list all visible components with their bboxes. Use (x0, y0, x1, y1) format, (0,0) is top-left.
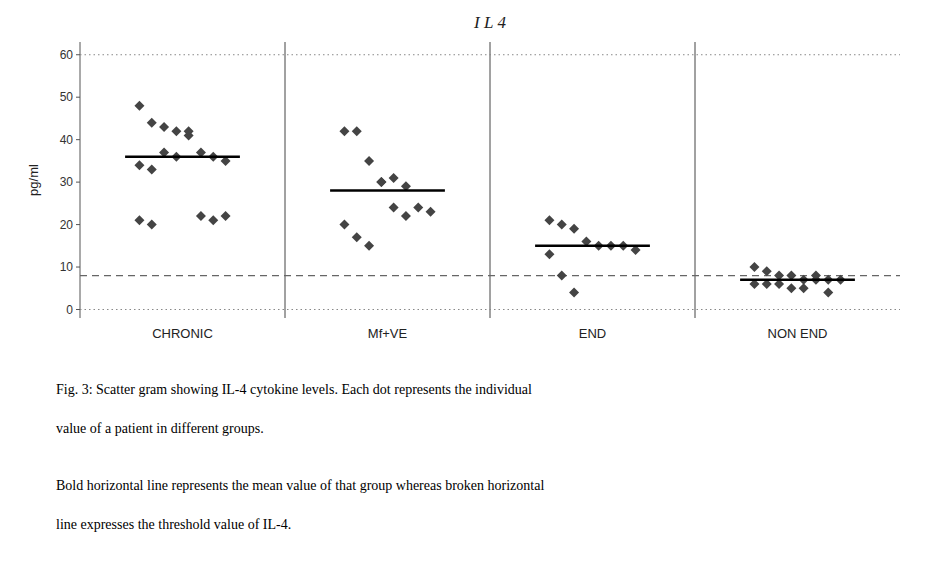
point (364, 241, 374, 251)
point (196, 211, 206, 221)
y-axis (80, 42, 81, 318)
point (557, 271, 567, 281)
point (376, 177, 386, 187)
y-tick-label: 40 (60, 133, 74, 147)
mean-line (740, 279, 855, 282)
point (339, 220, 349, 230)
point (147, 220, 157, 230)
chart: I L 4 0 10 20 30 40 50 60 pg/ml CHRONIC Mf+VE END NO… (0, 0, 926, 563)
point (544, 215, 554, 225)
x-tick-label: CHRONIC (152, 326, 213, 341)
point (389, 203, 399, 213)
point (799, 283, 809, 293)
point (762, 266, 772, 276)
y-label: pg/ml (26, 164, 41, 196)
point (823, 288, 833, 298)
point (134, 160, 144, 170)
plot-area (80, 55, 900, 310)
mean-line (330, 189, 445, 192)
group-divider (695, 42, 696, 318)
y-tick-label: 50 (60, 90, 74, 104)
group-divider (285, 42, 286, 318)
y-tick (76, 309, 80, 310)
caption: value of a patient in different groups. (56, 421, 264, 436)
caption: Bold horizontal line represents the mean… (56, 478, 544, 493)
x-tick-label: Mf+VE (368, 326, 408, 341)
point (364, 156, 374, 166)
point (569, 224, 579, 234)
y-tick (76, 139, 80, 140)
y-tick (76, 267, 80, 268)
y-tick-label: 0 (66, 303, 73, 317)
point (159, 122, 169, 132)
point (134, 101, 144, 111)
y-tick-label: 10 (60, 260, 74, 274)
point (401, 211, 411, 221)
reference-line (80, 309, 900, 310)
x-tick-label: NON END (768, 326, 828, 341)
y-tick (76, 54, 80, 55)
x-tick-label: END (579, 326, 606, 341)
point (749, 262, 759, 272)
point (171, 126, 181, 136)
y-tick-label: 30 (60, 175, 74, 189)
point (147, 164, 157, 174)
point (184, 126, 194, 136)
point (208, 215, 218, 225)
point (569, 288, 579, 298)
caption: line expresses the threshold value of IL… (56, 517, 291, 532)
reference-line (80, 54, 900, 55)
point (544, 249, 554, 259)
mean-line (535, 245, 650, 248)
caption: Fig. 3: Scatter gram showing IL-4 cytoki… (56, 382, 532, 397)
point (339, 126, 349, 136)
point (376, 177, 386, 187)
point (786, 283, 796, 293)
point (352, 126, 362, 136)
y-tick (76, 97, 80, 98)
point (147, 118, 157, 128)
y-tick (76, 224, 80, 225)
y-tick (76, 182, 80, 183)
point (134, 215, 144, 225)
y-tick-label: 20 (60, 218, 74, 232)
point (389, 173, 399, 183)
point (557, 220, 567, 230)
point (413, 203, 423, 213)
point (221, 211, 231, 221)
point (426, 207, 436, 217)
mean-line (125, 155, 240, 158)
y-tick-label: 60 (60, 48, 74, 62)
point (352, 232, 362, 242)
title: I L 4 (473, 13, 506, 32)
group-divider (490, 42, 491, 318)
